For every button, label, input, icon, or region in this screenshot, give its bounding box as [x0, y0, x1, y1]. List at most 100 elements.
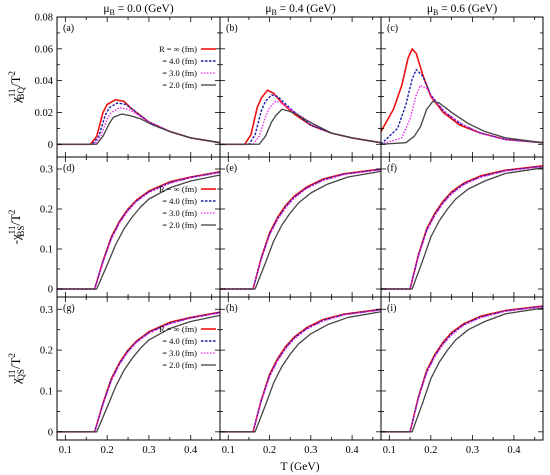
x-tick-label: 0.4: [346, 445, 360, 456]
legend: R = ∞ (fm) = 4.0 (fm) = 3.0 (fm) = 2.0 (fm): [159, 324, 216, 370]
series-line-c-2: [381, 84, 543, 145]
x-tick-label: 0.3: [142, 445, 155, 456]
panel-label: (b): [226, 23, 238, 34]
legend-entry: = 4.0 (fm): [162, 336, 197, 346]
series-line-b-1: [220, 94, 381, 145]
series-line-d-3: [57, 174, 220, 290]
ylabel-subscript: BQ: [16, 87, 26, 100]
ylabel-divisor: /T: [8, 357, 23, 369]
series-line-i-3: [381, 307, 543, 433]
series-line-g-1: [57, 311, 220, 433]
panel-frame: [219, 16, 382, 158]
x-tick-label: 0.1: [222, 445, 235, 456]
ylabel-superscript: 11: [7, 226, 17, 235]
panel-label: (a): [63, 23, 74, 34]
series-line-e-2: [220, 169, 381, 290]
ylabel-subscript: BS: [16, 226, 26, 237]
mu-value: = 0.4 (GeV): [277, 3, 336, 15]
ylabel-symbol: χ: [8, 378, 23, 385]
x-tick-label: 0.2: [424, 445, 437, 456]
ylabel-subscript: QS: [16, 369, 26, 381]
ylabel-superscript: 11: [7, 89, 17, 98]
panel-h: 0.1 0.2 0.3 0.4 (h): [219, 296, 382, 456]
series-line-a-0: [57, 98, 220, 146]
series-line-a-3: [57, 113, 220, 145]
y-tick-label: 0: [48, 427, 53, 438]
y-tick-label: 0.1: [40, 245, 53, 256]
series-line-h-1: [220, 308, 381, 433]
panel-frame: [380, 16, 544, 158]
y-tick-label: 0.3: [40, 305, 53, 316]
mu-symbol: μ: [265, 3, 271, 15]
y-tick-label: 0.2: [40, 205, 53, 216]
panel-f: (f): [380, 156, 544, 298]
column-heading-0: μB = 0.0 (GeV): [103, 3, 174, 17]
ylabel-divisor-power: 2: [7, 71, 17, 76]
series-line-f-1: [381, 165, 543, 290]
panel-label: (g): [63, 303, 75, 314]
legend-entry: R = ∞ (fm): [159, 184, 197, 194]
y-tick-label: 0.02: [35, 108, 53, 119]
legend-entry: = 4.0 (fm): [162, 196, 197, 206]
series-line-f-2: [381, 165, 543, 290]
ylabel-divisor: /T: [8, 75, 23, 87]
legend-entry: = 2.0 (fm): [162, 360, 197, 370]
series-line-h-3: [220, 311, 381, 433]
series-line-f-0: [381, 165, 543, 290]
panel-label: (c): [387, 23, 398, 34]
x-tick-label: 0.1: [59, 445, 72, 456]
panel-a: 0 0.02 0.04 0.06 0.08 (a) R = ∞ (fm) = 4.0 (fm)…: [35, 13, 221, 158]
panel-b: (b): [219, 16, 382, 158]
panel-label: (e): [226, 163, 237, 174]
series-line-d-2: [57, 171, 220, 290]
x-tick-label: 0.4: [184, 445, 198, 456]
ylabel-divisor: /T: [8, 214, 23, 226]
legend-entry: = 2.0 (fm): [162, 220, 197, 230]
series-line-b-3: [220, 108, 381, 145]
ylabel-divisor-power: 2: [7, 210, 17, 215]
legend-entry: R = ∞ (fm): [159, 44, 197, 54]
legend-entry: = 2.0 (fm): [162, 80, 197, 90]
ylabel-superscript: 11: [7, 370, 17, 379]
panel-c: (c): [380, 16, 544, 158]
series-line-c-0: [381, 48, 543, 144]
panel-e: (e): [219, 156, 382, 298]
mu-subscript: B: [433, 8, 438, 17]
legend: R = ∞ (fm) = 4.0 (fm) = 3.0 (fm) = 2.0 (fm): [159, 44, 216, 90]
legend-entry: = 3.0 (fm): [162, 208, 197, 218]
y-tick-label: 0.3: [40, 165, 53, 176]
ylabel-symbol: -χ: [8, 234, 23, 244]
column-heading-1: μB = 0.4 (GeV): [265, 3, 336, 17]
row-ylabel-1: -χ11BS/T2: [7, 210, 26, 245]
series-line-b-2: [220, 100, 381, 145]
y-tick-label: 0.06: [35, 44, 53, 55]
panel-frame: [380, 156, 544, 298]
panel-label: (h): [226, 303, 238, 314]
mu-subscript: B: [271, 8, 276, 17]
panel-frame: [380, 296, 544, 441]
mu-value: = 0.6 (GeV): [438, 3, 497, 15]
y-tick-label: 0: [48, 140, 53, 151]
panel-frame: [219, 296, 382, 441]
panel-label: (i): [387, 303, 396, 314]
x-tick-label: 0.2: [263, 445, 276, 456]
legend-entry: = 3.0 (fm): [162, 68, 197, 78]
series-line-c-3: [381, 100, 543, 145]
series-line-a-2: [57, 107, 220, 145]
y-tick-label: 0.1: [40, 386, 53, 397]
x-tick-label: 0.4: [507, 445, 521, 456]
x-tick-label: 0.3: [304, 445, 317, 456]
row-ylabel-2: χ11QS/T2: [7, 353, 26, 385]
series-line-e-3: [220, 170, 381, 290]
svg-text:χ11QS/T2: χ11QS/T2: [7, 353, 26, 385]
series-line-e-1: [220, 168, 381, 290]
series-line-e-0: [220, 168, 381, 290]
series-line-i-0: [381, 305, 543, 433]
ylabel-divisor-power: 2: [7, 353, 17, 358]
legend-entry: = 4.0 (fm): [162, 56, 197, 66]
series-line-i-2: [381, 306, 543, 433]
column-heading-2: μB = 0.6 (GeV): [427, 3, 498, 17]
row-ylabel-0: χ11BQ/T2: [7, 71, 26, 104]
series-line-c-1: [381, 68, 543, 145]
